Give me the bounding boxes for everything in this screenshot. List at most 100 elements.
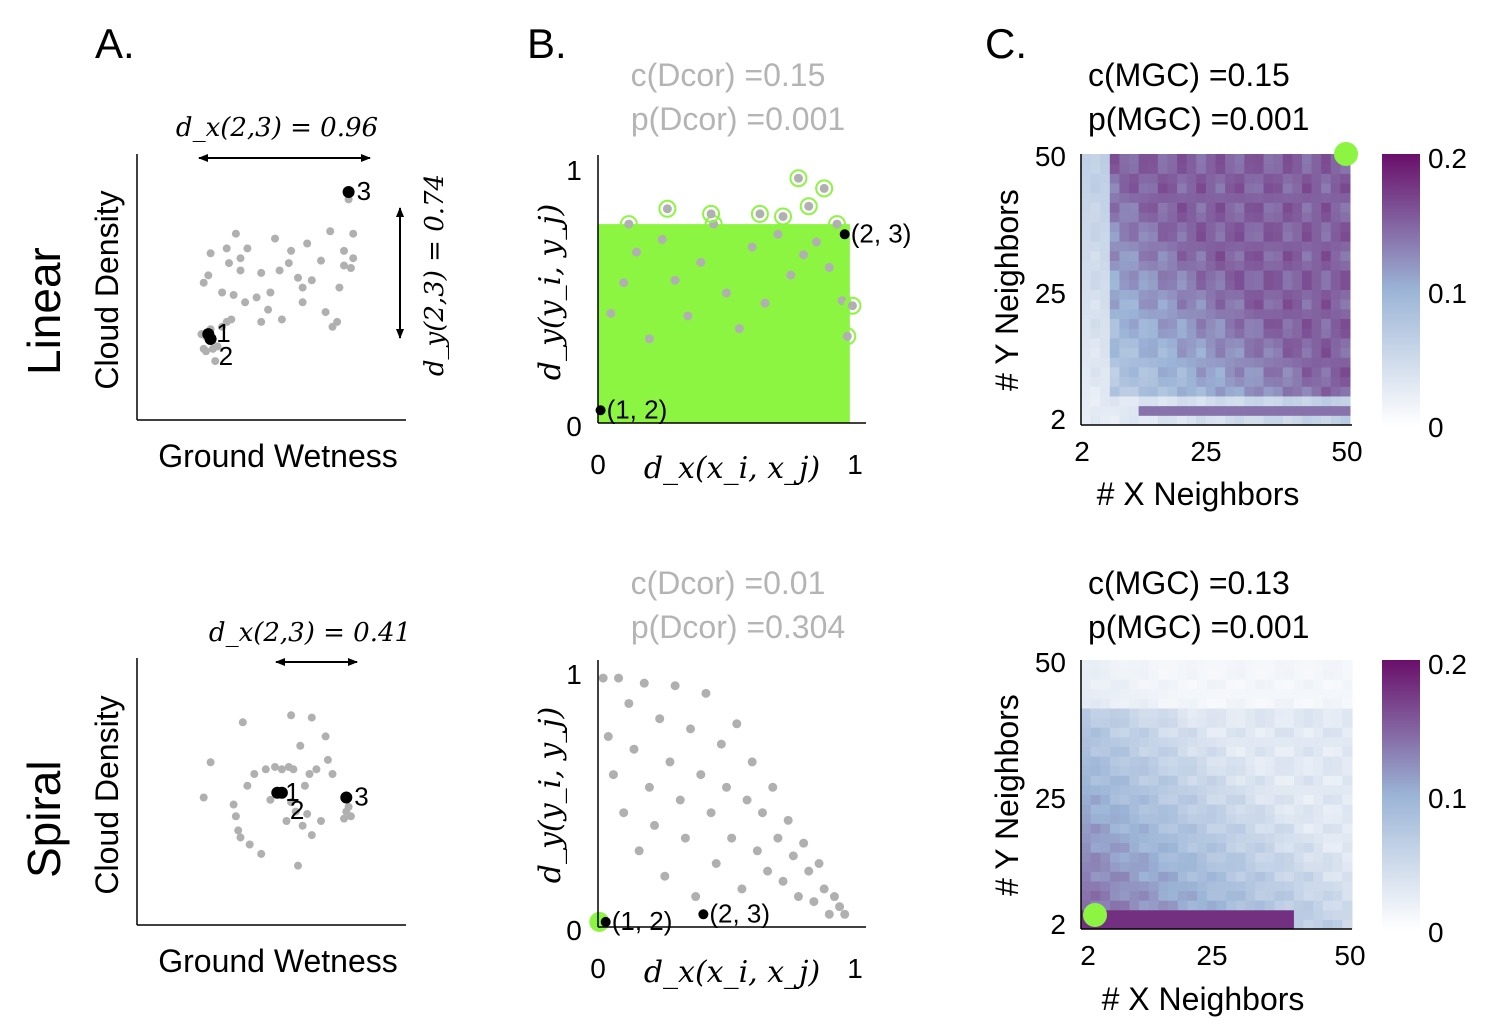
c-spiral-cell xyxy=(1110,880,1121,892)
c-spiral-cell xyxy=(1216,842,1227,853)
c-spiral-cell xyxy=(1100,919,1111,930)
a-linear-labeled-point xyxy=(342,186,355,199)
c-linear-cell xyxy=(1129,318,1140,329)
c-linear-cell xyxy=(1100,386,1111,397)
c-spiral-cell xyxy=(1129,880,1140,892)
c-linear-cell xyxy=(1205,173,1216,184)
c-linear-cell xyxy=(1263,347,1274,358)
a-spiral-point xyxy=(199,793,208,802)
c-linear-cell xyxy=(1273,241,1284,252)
c-linear-cell xyxy=(1081,366,1092,378)
b-spiral-point xyxy=(773,833,783,843)
c-spiral-cell xyxy=(1303,765,1314,776)
c-spiral-cell xyxy=(1187,765,1198,776)
c-spiral-cell xyxy=(1226,794,1237,805)
c-spiral-cell xyxy=(1197,660,1208,671)
c-spiral-ylabel: # Y Neighbors xyxy=(989,694,1025,896)
c-spiral-cell xyxy=(1100,736,1111,747)
c-spiral-cell xyxy=(1293,900,1305,911)
c-linear-cell xyxy=(1186,231,1197,242)
c-linear-cell xyxy=(1129,395,1140,407)
c-spiral-cell xyxy=(1255,756,1266,767)
c-linear-cell xyxy=(1157,212,1168,223)
c-linear-cell xyxy=(1225,357,1236,368)
c-linear-cell xyxy=(1225,308,1236,320)
a-linear-point xyxy=(199,278,208,287)
c-spiral-cell xyxy=(1284,669,1295,680)
c-linear-cell xyxy=(1321,192,1332,203)
c-linear-cell xyxy=(1119,279,1130,290)
c-spiral-cell xyxy=(1119,861,1130,872)
b-spiral-point xyxy=(598,673,608,683)
c-linear-cell xyxy=(1186,337,1197,349)
a-spiral-point xyxy=(271,762,279,771)
c-spiral-cell xyxy=(1235,708,1247,719)
c-spiral-cell xyxy=(1158,890,1169,901)
c-linear-cell xyxy=(1148,328,1159,339)
c-spiral-cell xyxy=(1216,765,1227,776)
c-spiral-cell xyxy=(1187,852,1198,863)
c-linear-cell xyxy=(1090,405,1101,416)
c-linear-cell xyxy=(1282,183,1293,194)
c-linear-cell xyxy=(1129,154,1140,165)
c-linear-cell xyxy=(1244,289,1255,300)
b-linear-labeled-point xyxy=(839,229,850,240)
c-linear-cell xyxy=(1090,318,1101,329)
b-linear-point-label: (1, 2) xyxy=(607,394,668,424)
c-spiral-cell xyxy=(1322,746,1334,757)
a-spiral-point xyxy=(321,732,330,741)
c-spiral-cell xyxy=(1216,890,1227,901)
c-linear-cell xyxy=(1081,260,1092,271)
c-spiral-cell xyxy=(1342,660,1353,671)
c-spiral-cell xyxy=(1313,669,1324,680)
c-linear-cell xyxy=(1321,154,1332,165)
c-spiral-cell xyxy=(1293,756,1305,767)
c-linear-cell xyxy=(1340,231,1351,242)
a-linear-point xyxy=(243,244,252,253)
b-linear-point xyxy=(683,311,693,321)
c-spiral-cell xyxy=(1226,842,1237,853)
c-spiral-cell xyxy=(1264,775,1276,786)
c-spiral-cell xyxy=(1177,804,1188,815)
c-linear-cell xyxy=(1234,163,1245,174)
c-linear-cell xyxy=(1273,260,1284,271)
c-spiral-cell xyxy=(1226,679,1237,690)
c-linear-cell xyxy=(1090,154,1101,165)
c-linear-cell xyxy=(1263,154,1274,165)
c-linear-cell xyxy=(1282,202,1293,213)
c-spiral-cell xyxy=(1303,919,1314,930)
c-spiral-cell xyxy=(1274,746,1285,757)
b-spiral-title: c(Dcor) =0.01 xyxy=(631,565,826,601)
a-spiral-labeled-point xyxy=(275,786,288,799)
c-spiral-cell xyxy=(1177,900,1188,911)
c-linear-cell xyxy=(1234,250,1245,261)
c-spiral-cell xyxy=(1168,756,1179,767)
b-spiral-point xyxy=(711,859,721,868)
c-linear-cell xyxy=(1215,376,1226,387)
c-spiral-cell xyxy=(1255,717,1266,728)
c-linear-cell xyxy=(1129,337,1140,349)
c-linear-cell xyxy=(1311,357,1322,368)
c-spiral-cell xyxy=(1274,717,1285,728)
c-linear-cell xyxy=(1100,241,1111,252)
panel-label-c: C. xyxy=(985,20,1027,67)
c-linear-cell xyxy=(1263,308,1274,320)
b-linear-point-ring xyxy=(774,207,793,226)
c-spiral-cell xyxy=(1245,688,1256,699)
b-linear-labeled-points: (1, 2)(2, 3) xyxy=(595,218,911,424)
c-spiral-cell xyxy=(1293,823,1305,834)
c-linear-cell xyxy=(1186,328,1197,339)
c-spiral-cell xyxy=(1255,890,1266,901)
c-spiral-cell xyxy=(1148,736,1159,747)
c-linear-cell xyxy=(1282,357,1293,368)
c-linear-cell xyxy=(1196,308,1207,320)
c-linear-cbar-tick-0.1: 0.1 xyxy=(1428,278,1467,309)
c-spiral-cell xyxy=(1332,823,1343,834)
c-linear-cell xyxy=(1196,366,1207,378)
b-linear-point-ring xyxy=(678,306,697,325)
c-linear-cell xyxy=(1205,221,1216,232)
c-linear-cell xyxy=(1263,337,1274,349)
c-spiral-cell xyxy=(1322,852,1334,863)
c-spiral-cell xyxy=(1313,852,1324,863)
c-linear-cell xyxy=(1157,415,1168,426)
